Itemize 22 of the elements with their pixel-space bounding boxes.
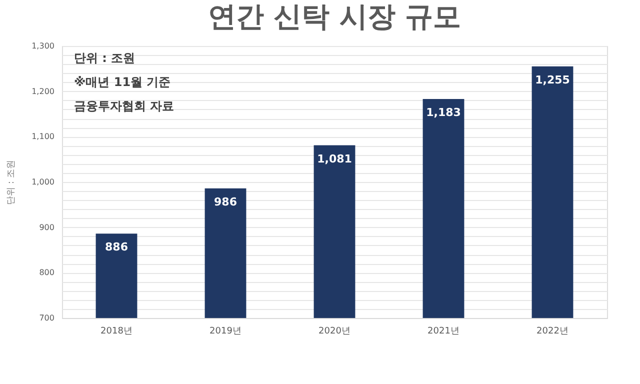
x-tick-label: 2019년 xyxy=(210,326,242,336)
annotation: ※매년 11월 기준 xyxy=(74,75,171,89)
x-tick-label: 2022년 xyxy=(536,326,568,336)
x-tick-label: 2020년 xyxy=(318,326,350,336)
y-tick-label: 900 xyxy=(39,222,54,232)
data-label: 1,081 xyxy=(317,152,352,166)
y-tick-label: 1,300 xyxy=(32,42,54,50)
data-label: 986 xyxy=(214,195,238,208)
data-label: 1,183 xyxy=(426,106,461,120)
y-tick-label: 800 xyxy=(39,268,54,278)
y-tick-label: 1,100 xyxy=(32,132,54,142)
y-tick-label: 1,000 xyxy=(32,178,54,186)
y-tick-label: 700 xyxy=(39,314,54,322)
y-axis-title: 단위 : 조원 xyxy=(6,160,17,205)
y-tick-label: 1,200 xyxy=(32,86,54,96)
x-tick-label: 2021년 xyxy=(428,326,460,336)
annotation: 단위 : 조원 xyxy=(74,51,136,65)
chart-title: 연간 신탁 시장 규모 xyxy=(208,0,462,33)
data-label: 886 xyxy=(105,240,128,254)
annotation: 금융투자협회 자료 xyxy=(74,99,174,113)
x-tick-label: 2018년 xyxy=(100,326,132,336)
data-label: 1,255 xyxy=(535,73,570,86)
